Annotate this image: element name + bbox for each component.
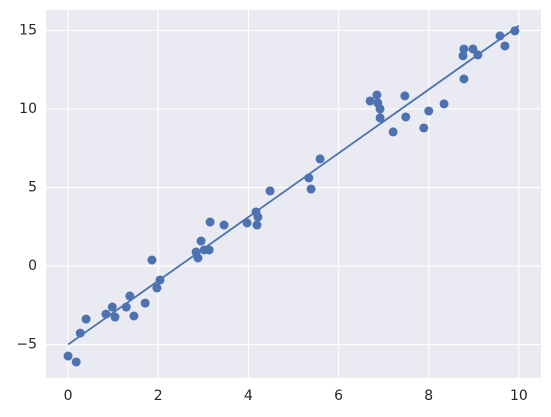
scatter-point xyxy=(419,123,429,133)
y-tick-label: 5 xyxy=(28,179,37,195)
scatter-point xyxy=(375,113,385,123)
scatter-point xyxy=(140,298,150,308)
scatter-point xyxy=(110,312,120,322)
scatter-point xyxy=(468,44,478,54)
scatter-point xyxy=(129,311,139,321)
scatter-point xyxy=(401,112,411,122)
scatter-point xyxy=(439,99,449,109)
plot-area xyxy=(46,10,541,378)
scatter-point xyxy=(306,184,316,194)
x-tick-label: 8 xyxy=(424,388,433,404)
scatter-point xyxy=(424,106,434,116)
scatter-point xyxy=(459,44,469,54)
scatter-point xyxy=(71,357,81,367)
x-tick-label: 6 xyxy=(334,388,343,404)
scatter-point xyxy=(205,217,215,227)
fit-line xyxy=(67,24,520,346)
scatter-point xyxy=(253,212,263,222)
x-tick-label: 2 xyxy=(154,388,163,404)
scatter-point xyxy=(388,127,398,137)
scatter-point xyxy=(147,255,157,265)
scatter-point xyxy=(152,283,162,293)
scatter-point xyxy=(400,91,410,101)
scatter-point xyxy=(252,220,262,230)
scatter-point xyxy=(500,41,510,51)
scatter-point xyxy=(458,51,468,61)
scatter-point xyxy=(196,236,206,246)
scatter-point xyxy=(219,220,229,230)
scatter-point xyxy=(315,154,325,164)
scatter-point xyxy=(265,186,275,196)
x-tick-label: 4 xyxy=(244,388,253,404)
scatter-point xyxy=(107,302,117,312)
scatter-point xyxy=(365,96,375,106)
x-tick-label: 10 xyxy=(510,388,528,404)
x-tick-label: 0 xyxy=(64,388,73,404)
y-tick-label: −5 xyxy=(16,337,37,353)
scatter-point xyxy=(372,90,382,100)
y-tick-label: 10 xyxy=(19,101,37,117)
scatter-point xyxy=(375,104,385,114)
scatter-point xyxy=(81,314,91,324)
scatter-point xyxy=(193,253,203,263)
scatter-point xyxy=(63,351,73,361)
scatter-point xyxy=(242,218,252,228)
y-tick-label: 15 xyxy=(19,22,37,38)
scatter-point xyxy=(510,26,520,36)
scatter-point xyxy=(204,245,214,255)
scatter-point xyxy=(459,74,469,84)
y-tick-label: 0 xyxy=(28,258,37,274)
